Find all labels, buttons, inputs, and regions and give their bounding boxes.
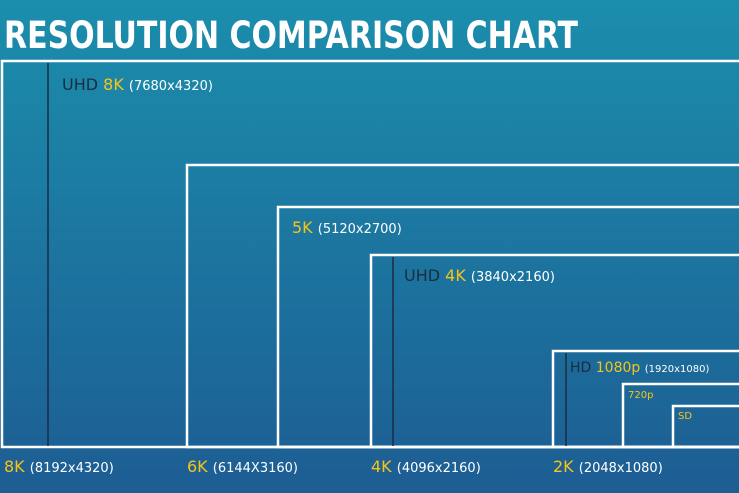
- name: 1080p: [596, 360, 641, 376]
- label-720p: 720p: [628, 390, 653, 401]
- resolution: (8192x4320): [30, 461, 114, 476]
- name: 4K: [371, 457, 392, 476]
- resolution: (3840x2160): [471, 270, 555, 285]
- name: 8K: [103, 75, 124, 94]
- resolution: (2048x1080): [579, 461, 663, 476]
- label-uhd-8k: UHD 8K (7680x4320): [62, 75, 213, 94]
- label-hd-1080p: HD 1080p (1920x1080): [570, 360, 709, 376]
- resolution: (5120x2700): [318, 222, 402, 237]
- name: 6K: [187, 457, 208, 476]
- prefix: UHD: [62, 75, 98, 94]
- prefix: HD: [570, 360, 591, 376]
- name: 5K: [292, 218, 313, 237]
- name: 2K: [553, 457, 574, 476]
- prefix: UHD: [404, 266, 440, 285]
- bottom-label-2k: 2K (2048x1080): [553, 457, 663, 476]
- resolution: (6144X3160): [213, 461, 298, 476]
- bottom-label-8k: 8K (8192x4320): [4, 457, 114, 476]
- label-uhd-4k: UHD 4K (3840x2160): [404, 266, 555, 285]
- title: RESOLUTION COMPARISON CHART: [4, 14, 578, 57]
- label-sd: SD: [678, 411, 692, 422]
- bottom-label-4k: 4K (4096x2160): [371, 457, 481, 476]
- resolution: (4096x2160): [397, 461, 481, 476]
- name: 8K: [4, 457, 25, 476]
- resolution: (7680x4320): [129, 79, 213, 94]
- bottom-label-6k: 6K (6144X3160): [187, 457, 298, 476]
- box-sd: [671, 404, 739, 449]
- name: 4K: [445, 266, 466, 285]
- resolution: (1920x1080): [645, 364, 710, 375]
- label-5k: 5K (5120x2700): [292, 218, 402, 237]
